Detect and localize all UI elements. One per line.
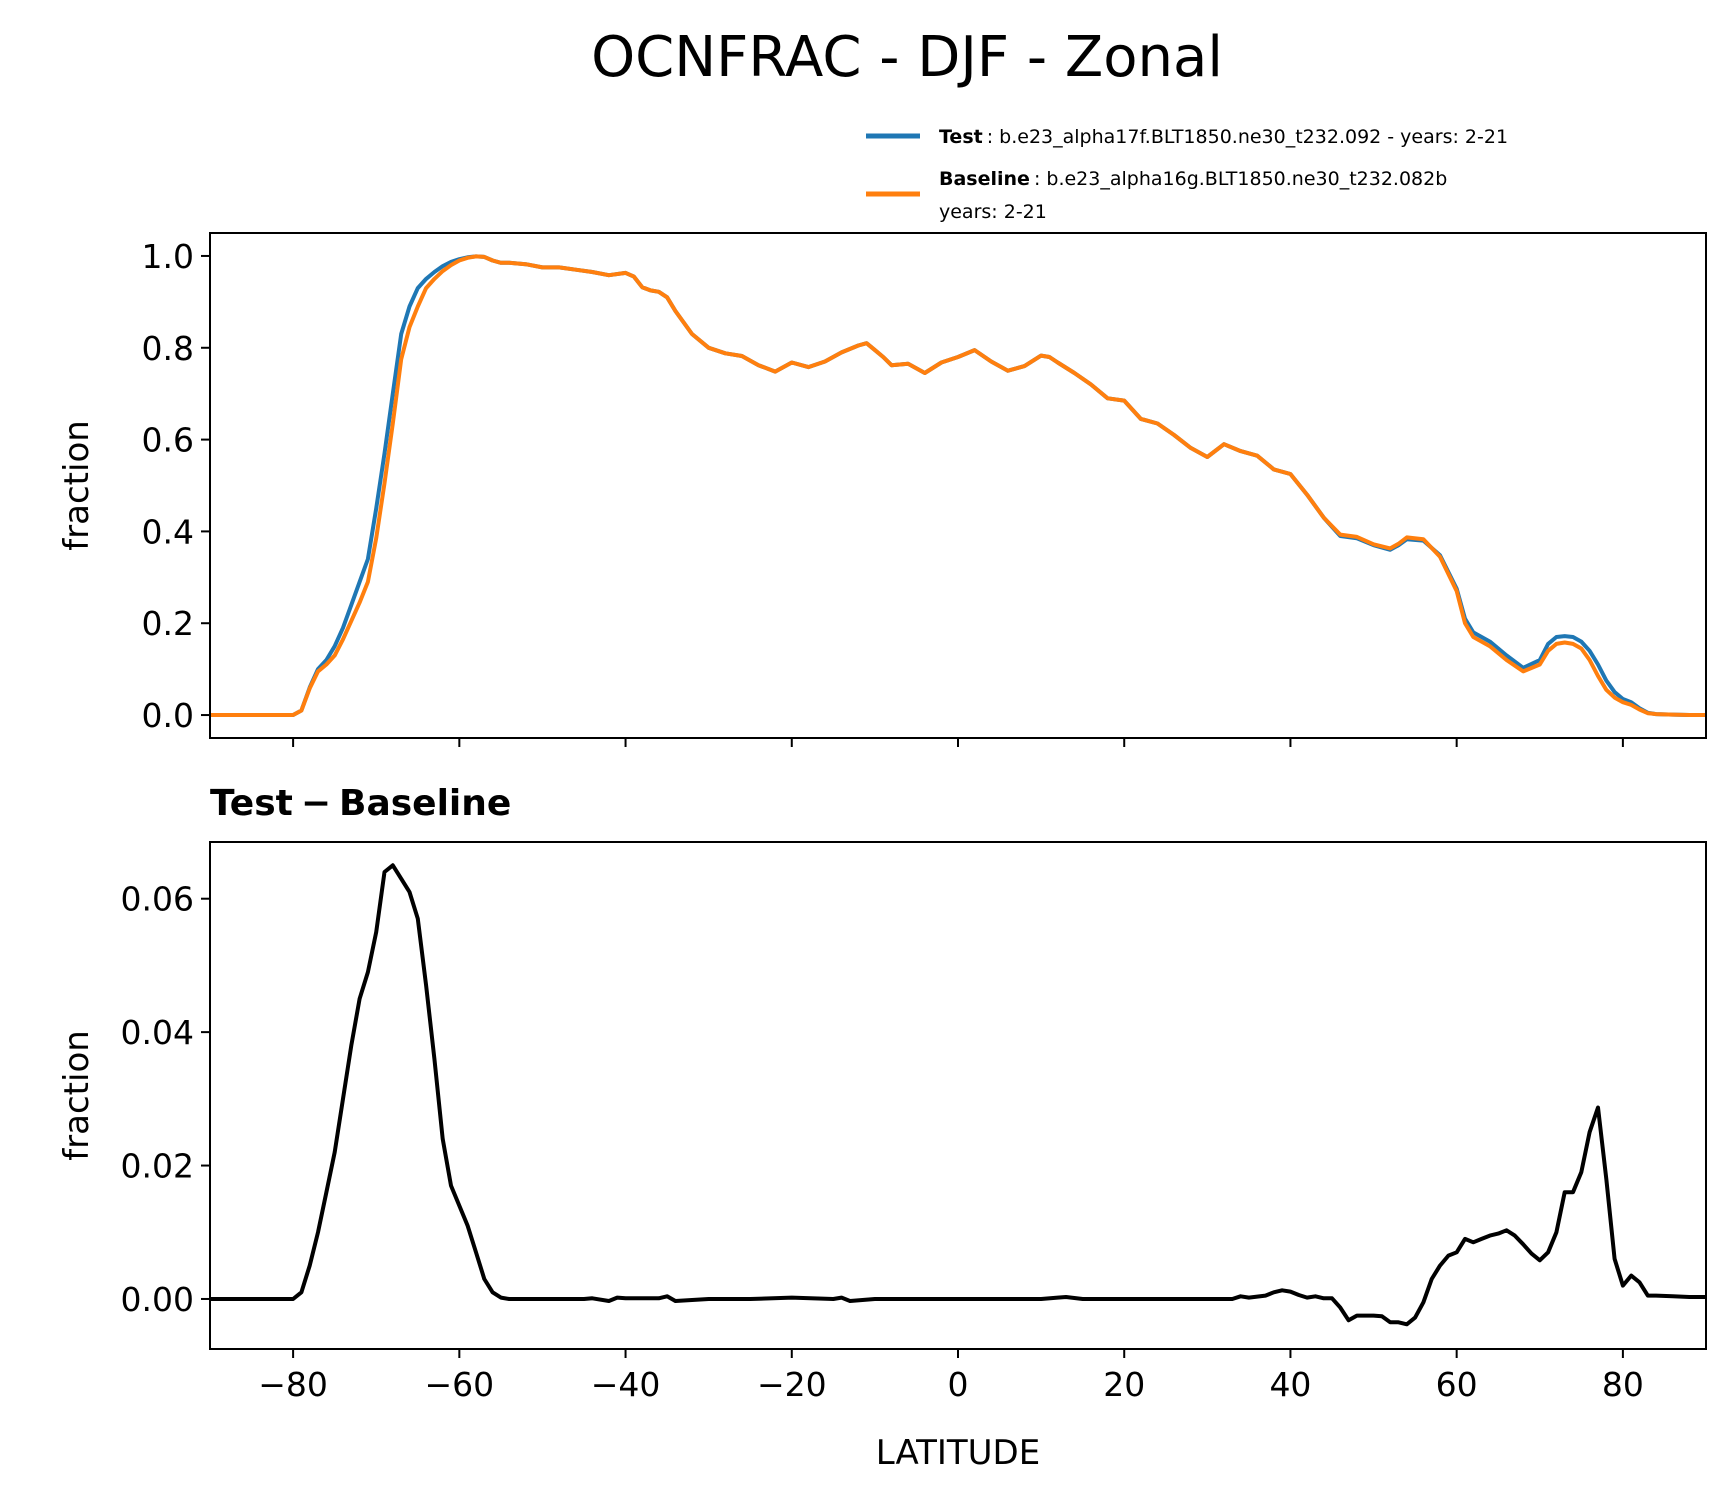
bottom-xtick-label: −80 (258, 1365, 328, 1404)
top-ytick-label: 0.0 (142, 696, 194, 735)
top-ylabel: fraction (57, 420, 97, 551)
bottom-xtick-label: 20 (1103, 1365, 1145, 1404)
top-ytick-label: 1.0 (142, 237, 194, 276)
top-ytick-label: 0.8 (142, 329, 194, 368)
top-axes-frame (209, 232, 1707, 739)
bottom-ytick-label: 0.00 (121, 1280, 194, 1319)
bottom-panel: 0.00 0.02 0.04 0.06 −80 −60 −40 −20 0 20 40 60 80 fra… (57, 841, 1707, 1473)
legend: Test: b.e23_alpha17f.BLT1850.ne30_t232.0… (866, 126, 1508, 223)
legend-test-text: : b.e23_alpha17f.BLT1850.ne30_t232.092 -… (987, 126, 1508, 148)
bottom-axes-frame (209, 841, 1707, 1350)
figure-title: OCNFRAC - DJF - Zonal (591, 25, 1223, 90)
top-ytick-label: 0.2 (142, 604, 194, 643)
diff-title-test: Test (210, 783, 293, 824)
top-ytick-label: 0.4 (142, 512, 194, 551)
bottom-xtick-label: 0 (948, 1365, 969, 1404)
diff-panel-title: Test − Baseline (210, 783, 511, 824)
bottom-xtick-label: 60 (1436, 1365, 1478, 1404)
bottom-xtick-label: −40 (591, 1365, 661, 1404)
bottom-xtick-label: −20 (757, 1365, 827, 1404)
legend-test-label: Test: b.e23_alpha17f.BLT1850.ne30_t232.0… (939, 126, 1508, 148)
bottom-series-test-baseline-line (210, 863, 1706, 1327)
diff-title-minus: − (301, 783, 331, 824)
diff-title-baseline: Baseline (339, 783, 511, 824)
bottom-ytick-label: 0.06 (121, 880, 194, 919)
top-series-baseline-line (210, 254, 1706, 717)
bottom-xtick-label: 40 (1269, 1365, 1311, 1404)
bottom-xtick-label: −60 (425, 1365, 495, 1404)
top-series-test-line (210, 254, 1706, 717)
legend-baseline-years: years: 2-21 (939, 201, 1047, 223)
bottom-xtick-label: 80 (1602, 1365, 1644, 1404)
top-ytick-label: 0.6 (142, 421, 194, 460)
bottom-ylabel: fraction (57, 1030, 97, 1161)
bottom-ytick-label: 0.02 (121, 1147, 194, 1186)
legend-baseline-name: Baseline (939, 168, 1030, 190)
bottom-ytick-label: 0.04 (121, 1013, 194, 1052)
bottom-xlabel: LATITUDE (876, 1433, 1040, 1473)
legend-test-name: Test (939, 126, 983, 148)
legend-baseline-text: : b.e23_alpha16g.BLT1850.ne30_t232.082b (1034, 168, 1447, 190)
legend-baseline-label: Baseline: b.e23_alpha16g.BLT1850.ne30_t2… (939, 168, 1447, 190)
top-panel: 0.0 0.2 0.4 0.6 0.8 1.0 fraction (57, 232, 1707, 747)
